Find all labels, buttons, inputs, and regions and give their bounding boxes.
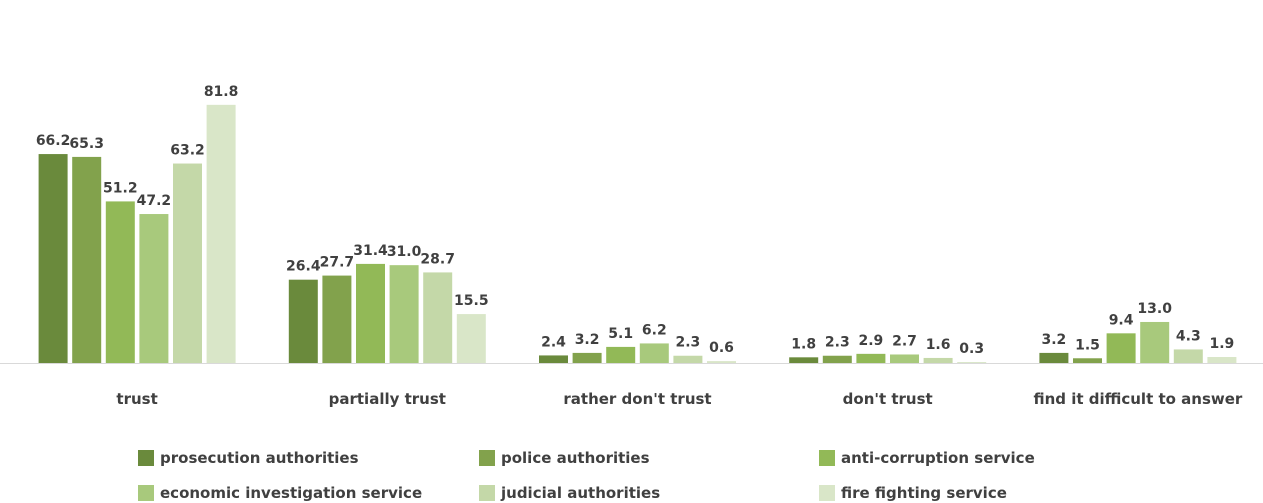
- bar-economic-investigation-service-partially-trust: [389, 265, 419, 363]
- bar-police-authorities-trust: [72, 156, 102, 363]
- data-label: 2.9: [858, 333, 883, 349]
- data-label: 4.3: [1176, 328, 1201, 344]
- data-label: 47.2: [137, 193, 172, 209]
- x-tick-label: don't trust: [843, 390, 933, 408]
- bar-police-authorities-partially-trust: [322, 275, 352, 363]
- data-label: 66.2: [36, 133, 71, 149]
- bar-judicial-authorities-don-t-trust: [923, 357, 953, 363]
- bar-judicial-authorities-partially-trust: [423, 272, 453, 363]
- bar-anti-corruption-service-rather-don-t-trust: [606, 346, 636, 363]
- bar-judicial-authorities-find-it-difficult-to-answer: [1173, 349, 1203, 363]
- data-label: 1.5: [1075, 337, 1100, 353]
- bar-fire-fighting-service-trust: [206, 104, 236, 363]
- data-label: 6.2: [642, 322, 667, 338]
- data-label: 13.0: [1137, 301, 1172, 317]
- bar-prosecution-authorities-don-t-trust: [789, 357, 819, 363]
- bar-economic-investigation-service-find-it-difficult-to-answer: [1140, 321, 1170, 363]
- data-label: 3.2: [1041, 332, 1066, 348]
- bar-police-authorities-don-t-trust: [822, 355, 852, 363]
- data-label: 27.7: [320, 255, 355, 271]
- data-label: 63.2: [170, 143, 205, 159]
- data-label: 31.4: [353, 243, 388, 259]
- bar-fire-fighting-service-rather-don-t-trust: [707, 361, 736, 363]
- data-label: 51.2: [103, 180, 138, 196]
- bar-fire-fighting-service-partially-trust: [456, 314, 486, 363]
- data-label: 2.7: [892, 333, 917, 349]
- data-label: 2.4: [541, 334, 566, 350]
- data-label: 0.3: [959, 341, 984, 357]
- bar-prosecution-authorities-rather-don-t-trust: [539, 355, 568, 363]
- data-label: 3.2: [575, 332, 600, 348]
- bar-prosecution-authorities-partially-trust: [288, 279, 318, 363]
- x-tick-label: trust: [116, 390, 157, 408]
- bar-anti-corruption-service-don-t-trust: [856, 353, 886, 363]
- bar-anti-corruption-service-trust: [105, 201, 135, 363]
- data-label: 9.4: [1109, 312, 1134, 328]
- data-label: 5.1: [608, 326, 633, 342]
- x-tick-label: rather don't trust: [563, 390, 711, 408]
- bar-police-authorities-rather-don-t-trust: [572, 352, 602, 363]
- bar-police-authorities-find-it-difficult-to-answer: [1073, 358, 1102, 363]
- bar-judicial-authorities-rather-don-t-trust: [673, 355, 703, 363]
- bar-economic-investigation-service-rather-don-t-trust: [639, 343, 669, 363]
- data-label: 26.4: [286, 259, 321, 275]
- bar-prosecution-authorities-find-it-difficult-to-answer: [1039, 352, 1069, 363]
- data-label: 81.8: [204, 84, 239, 100]
- data-label: 1.6: [926, 337, 951, 353]
- data-label: 1.9: [1209, 336, 1234, 352]
- data-label: 0.6: [709, 340, 734, 356]
- bar-economic-investigation-service-don-t-trust: [890, 354, 919, 363]
- bar-prosecution-authorities-trust: [38, 154, 68, 363]
- data-label: 2.3: [825, 335, 850, 351]
- data-label: 15.5: [454, 293, 489, 309]
- bar-judicial-authorities-trust: [173, 163, 202, 363]
- data-label: 1.8: [791, 336, 816, 352]
- bar-anti-corruption-service-find-it-difficult-to-answer: [1106, 333, 1136, 363]
- x-tick-label: find it difficult to answer: [1033, 390, 1242, 408]
- data-label: 65.3: [69, 136, 104, 152]
- bar-fire-fighting-service-don-t-trust: [957, 362, 987, 363]
- data-label: 31.0: [387, 244, 422, 260]
- data-label: 28.7: [420, 251, 455, 267]
- data-label: 2.3: [675, 335, 700, 351]
- bar-fire-fighting-service-find-it-difficult-to-answer: [1207, 357, 1237, 363]
- bar-anti-corruption-service-partially-trust: [356, 263, 385, 363]
- bar-economic-investigation-service-trust: [139, 214, 169, 363]
- x-tick-label: partially trust: [329, 390, 446, 408]
